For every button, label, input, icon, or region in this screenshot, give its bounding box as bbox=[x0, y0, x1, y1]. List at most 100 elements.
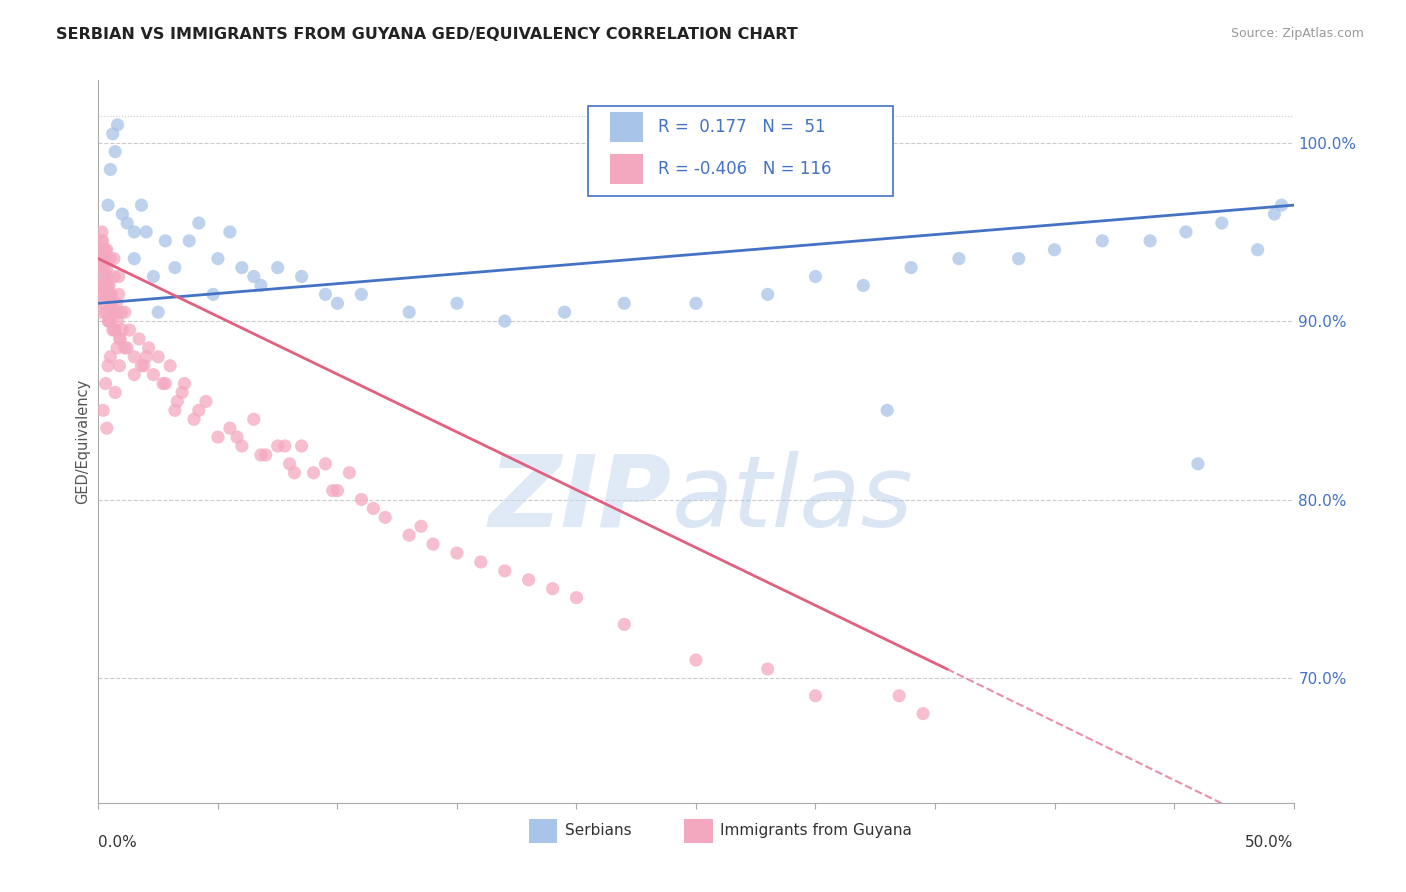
Text: 50.0%: 50.0% bbox=[1246, 835, 1294, 850]
Point bbox=[398, 305, 420, 319]
Point bbox=[101, 305, 124, 319]
Point bbox=[110, 305, 132, 319]
Point bbox=[446, 296, 468, 310]
Point bbox=[124, 350, 146, 364]
Point bbox=[98, 278, 121, 293]
Point bbox=[89, 278, 111, 293]
Point bbox=[103, 252, 125, 266]
Point bbox=[613, 617, 636, 632]
Point bbox=[115, 216, 138, 230]
Point bbox=[100, 287, 122, 301]
Text: 0.0%: 0.0% bbox=[98, 835, 138, 850]
Point bbox=[398, 528, 420, 542]
Point bbox=[1271, 198, 1294, 212]
Point bbox=[159, 359, 181, 373]
Point bbox=[98, 314, 122, 328]
Point bbox=[411, 519, 433, 533]
Point bbox=[108, 332, 131, 346]
Point bbox=[274, 439, 297, 453]
Point bbox=[115, 341, 138, 355]
Text: atlas: atlas bbox=[672, 450, 914, 548]
Y-axis label: GED/Equivalency: GED/Equivalency bbox=[75, 379, 90, 504]
Point bbox=[326, 483, 349, 498]
Point bbox=[179, 234, 201, 248]
Point bbox=[91, 225, 114, 239]
Point bbox=[148, 305, 170, 319]
Point bbox=[91, 269, 114, 284]
Point bbox=[104, 323, 127, 337]
Point bbox=[91, 403, 114, 417]
Point bbox=[1175, 225, 1198, 239]
Point bbox=[315, 287, 337, 301]
Point bbox=[339, 466, 361, 480]
Point bbox=[101, 323, 124, 337]
Point bbox=[97, 314, 120, 328]
Point bbox=[124, 252, 146, 266]
Point bbox=[243, 412, 266, 426]
Point bbox=[613, 296, 636, 310]
Point bbox=[90, 287, 112, 301]
Text: SERBIAN VS IMMIGRANTS FROM GUYANA GED/EQUIVALENCY CORRELATION CHART: SERBIAN VS IMMIGRANTS FROM GUYANA GED/EQ… bbox=[56, 27, 799, 42]
Point bbox=[114, 305, 136, 319]
Point bbox=[104, 323, 127, 337]
Point bbox=[97, 314, 120, 328]
Point bbox=[93, 260, 115, 275]
Point bbox=[128, 332, 150, 346]
Point bbox=[93, 296, 115, 310]
Point bbox=[96, 260, 118, 275]
Point bbox=[554, 305, 576, 319]
Point bbox=[152, 376, 174, 391]
Point bbox=[148, 350, 170, 364]
Point bbox=[231, 439, 253, 453]
Point bbox=[131, 359, 153, 373]
Point bbox=[111, 207, 134, 221]
Point bbox=[322, 483, 344, 498]
Point bbox=[163, 260, 186, 275]
Point bbox=[124, 225, 146, 239]
FancyBboxPatch shape bbox=[685, 820, 713, 843]
Point bbox=[517, 573, 540, 587]
Point bbox=[219, 421, 242, 435]
Point bbox=[108, 359, 131, 373]
Point bbox=[219, 225, 242, 239]
Point bbox=[94, 252, 117, 266]
Point bbox=[91, 243, 114, 257]
Point bbox=[350, 492, 373, 507]
Point bbox=[541, 582, 564, 596]
Point bbox=[138, 341, 160, 355]
Point bbox=[1043, 243, 1066, 257]
Point bbox=[1187, 457, 1209, 471]
Point bbox=[108, 332, 131, 346]
Point bbox=[94, 278, 117, 293]
Point bbox=[494, 314, 516, 328]
Point bbox=[187, 403, 209, 417]
Point bbox=[94, 243, 117, 257]
Point bbox=[302, 466, 325, 480]
Point bbox=[374, 510, 396, 524]
Point bbox=[1091, 234, 1114, 248]
Point bbox=[89, 252, 111, 266]
Point bbox=[278, 457, 301, 471]
Point bbox=[283, 466, 305, 480]
Point bbox=[166, 394, 188, 409]
Text: Source: ZipAtlas.com: Source: ZipAtlas.com bbox=[1230, 27, 1364, 40]
Point bbox=[195, 394, 218, 409]
FancyBboxPatch shape bbox=[529, 820, 557, 843]
Point bbox=[98, 287, 121, 301]
Point bbox=[889, 689, 911, 703]
Point bbox=[118, 323, 141, 337]
Point bbox=[124, 368, 146, 382]
Point bbox=[101, 305, 124, 319]
Point bbox=[94, 376, 117, 391]
Point bbox=[93, 252, 115, 266]
Point bbox=[1008, 252, 1031, 266]
Point bbox=[90, 305, 112, 319]
Point bbox=[948, 252, 970, 266]
FancyBboxPatch shape bbox=[610, 112, 644, 143]
Point bbox=[470, 555, 492, 569]
Point bbox=[267, 439, 290, 453]
Point bbox=[756, 662, 779, 676]
Point bbox=[114, 341, 136, 355]
Point bbox=[756, 287, 779, 301]
Point bbox=[101, 127, 124, 141]
